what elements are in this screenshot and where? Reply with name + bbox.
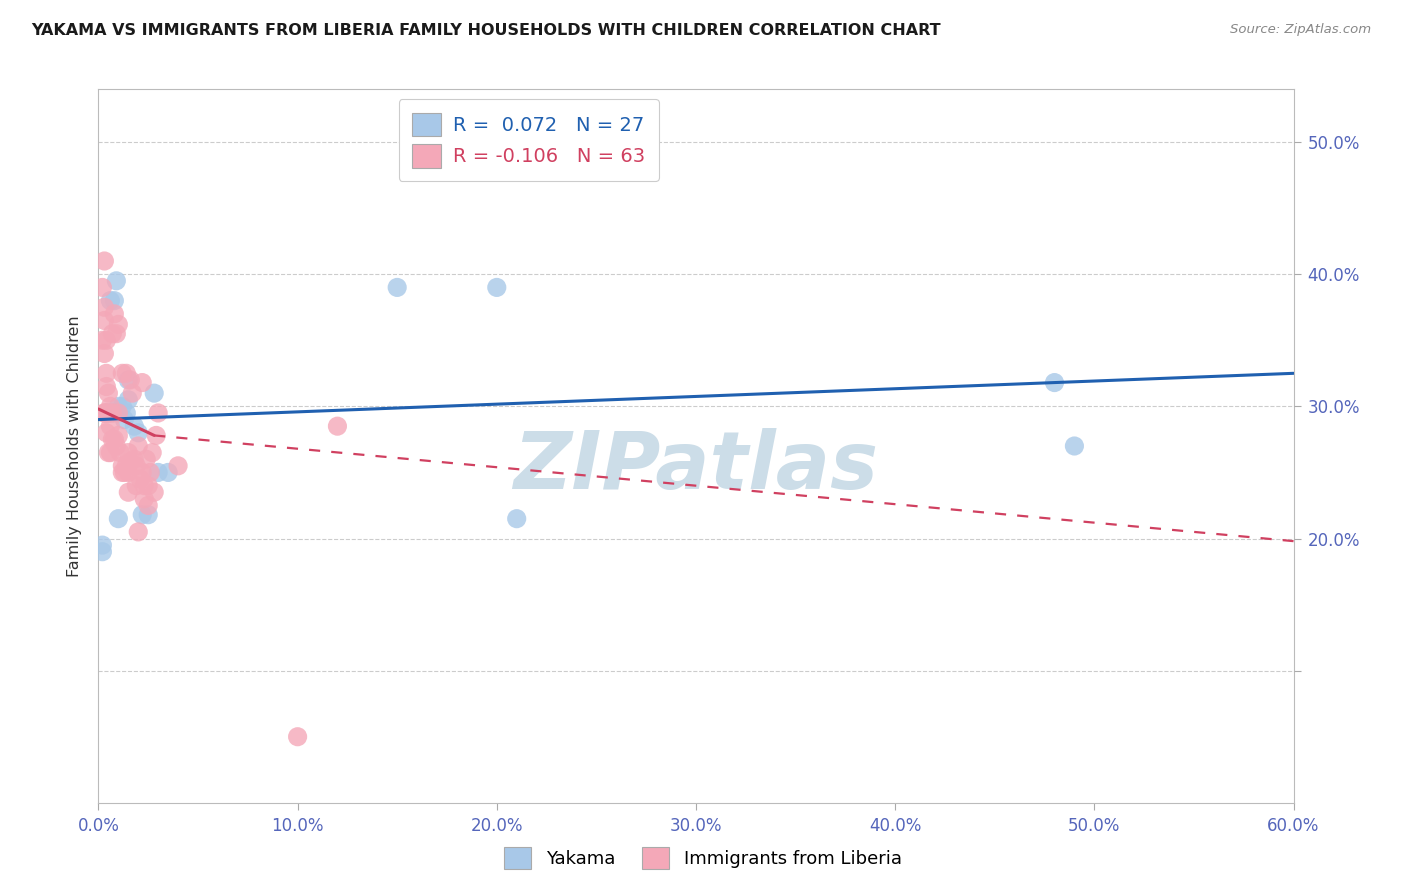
Point (101, 433, 124, 447)
Point (135, 452, 157, 467)
Point (136, 508, 159, 522)
Point (101, 406, 124, 420)
Legend: R =  0.072   N = 27, R = -0.106   N = 63: R = 0.072 N = 27, R = -0.106 N = 63 (398, 99, 659, 181)
Point (91, 538, 114, 552)
Point (93, 254, 115, 268)
Point (134, 491, 156, 506)
Point (120, 373, 142, 387)
Point (97, 406, 120, 420)
Point (107, 318, 129, 332)
Point (100, 445, 122, 459)
Point (148, 406, 170, 420)
Point (103, 433, 125, 447)
Point (111, 466, 134, 480)
Point (129, 472, 152, 486)
Point (117, 373, 139, 387)
Point (107, 406, 129, 420)
Point (97, 406, 120, 420)
Point (91, 545, 114, 559)
Point (326, 419, 349, 434)
Point (105, 274, 128, 288)
Point (143, 485, 166, 500)
Point (121, 386, 143, 401)
Point (111, 458, 134, 473)
Point (100, 293, 122, 308)
Point (139, 466, 162, 480)
Text: ZIPatlas: ZIPatlas (513, 428, 879, 507)
Point (117, 485, 139, 500)
Point (91, 280, 114, 294)
Point (143, 386, 166, 401)
Point (148, 466, 170, 480)
Point (96, 379, 118, 393)
Point (93, 406, 115, 420)
Point (96, 367, 118, 381)
Point (93, 406, 115, 420)
Point (134, 478, 156, 492)
Point (105, 439, 128, 453)
Point (96, 406, 118, 420)
Point (127, 425, 149, 440)
Point (1043, 376, 1066, 390)
Point (136, 478, 159, 492)
Point (100, 419, 122, 434)
Point (115, 458, 138, 473)
Point (96, 425, 118, 440)
Point (125, 478, 148, 492)
Point (125, 458, 148, 473)
Point (131, 508, 153, 522)
Point (93, 313, 115, 327)
Point (127, 439, 149, 453)
Point (93, 300, 115, 314)
Text: Source: ZipAtlas.com: Source: ZipAtlas.com (1230, 23, 1371, 37)
Point (107, 428, 129, 442)
Point (124, 452, 146, 467)
Point (115, 367, 138, 381)
Point (101, 326, 124, 341)
Point (136, 499, 159, 513)
Point (111, 367, 134, 381)
Point (103, 307, 125, 321)
Point (96, 333, 118, 347)
Legend: Yakama, Immigrants from Liberia: Yakama, Immigrants from Liberia (496, 839, 910, 876)
Point (101, 406, 124, 420)
Point (124, 419, 146, 434)
Point (93, 346, 115, 360)
Point (103, 293, 125, 308)
Point (287, 730, 309, 744)
Point (120, 455, 142, 469)
Point (97, 386, 120, 401)
Point (131, 376, 153, 390)
Y-axis label: Family Households with Children: Family Households with Children (67, 315, 83, 577)
Point (141, 445, 163, 459)
Point (145, 428, 167, 442)
Point (117, 466, 139, 480)
Point (385, 280, 409, 294)
Point (97, 445, 120, 459)
Point (111, 400, 134, 414)
Point (112, 412, 135, 426)
Point (107, 511, 129, 525)
Point (112, 466, 135, 480)
Point (131, 466, 153, 480)
Point (127, 524, 149, 539)
Point (105, 326, 128, 341)
Point (167, 458, 190, 473)
Point (485, 280, 508, 294)
Point (110, 445, 132, 459)
Point (96, 406, 118, 420)
Point (115, 406, 138, 420)
Point (107, 400, 129, 414)
Point (1063, 439, 1085, 453)
Point (157, 466, 180, 480)
Point (100, 400, 122, 414)
Text: YAKAMA VS IMMIGRANTS FROM LIBERIA FAMILY HOUSEHOLDS WITH CHILDREN CORRELATION CH: YAKAMA VS IMMIGRANTS FROM LIBERIA FAMILY… (31, 23, 941, 38)
Point (91, 333, 114, 347)
Point (117, 392, 139, 407)
Point (506, 511, 529, 525)
Point (117, 445, 139, 459)
